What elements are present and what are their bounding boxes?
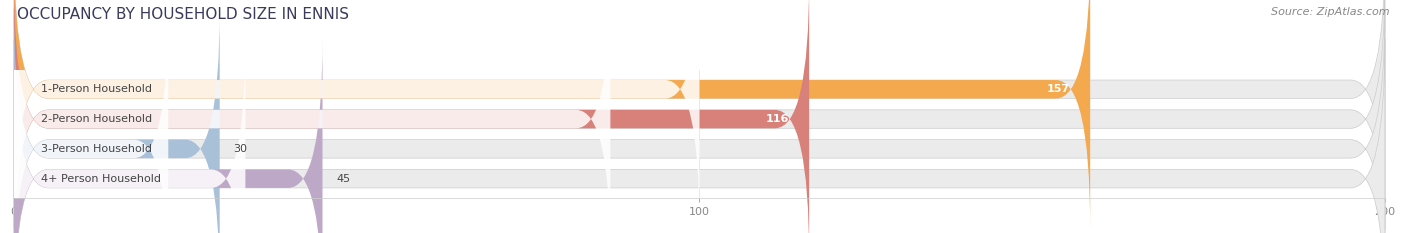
Text: 2-Person Household: 2-Person Household (42, 114, 153, 124)
FancyBboxPatch shape (14, 9, 1385, 233)
Text: 4+ Person Household: 4+ Person Household (42, 174, 162, 184)
FancyBboxPatch shape (14, 0, 1385, 229)
Text: 157: 157 (1046, 84, 1070, 94)
Text: 30: 30 (233, 144, 247, 154)
FancyBboxPatch shape (14, 0, 1090, 229)
Text: OCCUPANCY BY HOUSEHOLD SIZE IN ENNIS: OCCUPANCY BY HOUSEHOLD SIZE IN ENNIS (17, 7, 349, 22)
Text: 3-Person Household: 3-Person Household (42, 144, 152, 154)
Text: Source: ZipAtlas.com: Source: ZipAtlas.com (1271, 7, 1389, 17)
FancyBboxPatch shape (14, 39, 1385, 233)
FancyBboxPatch shape (14, 0, 810, 233)
FancyBboxPatch shape (14, 0, 610, 233)
FancyBboxPatch shape (14, 39, 322, 233)
FancyBboxPatch shape (14, 39, 246, 233)
FancyBboxPatch shape (14, 9, 219, 233)
FancyBboxPatch shape (14, 0, 700, 229)
FancyBboxPatch shape (14, 9, 169, 233)
Text: 116: 116 (765, 114, 789, 124)
Text: 45: 45 (336, 174, 350, 184)
Text: 1-Person Household: 1-Person Household (42, 84, 152, 94)
FancyBboxPatch shape (14, 0, 1385, 233)
